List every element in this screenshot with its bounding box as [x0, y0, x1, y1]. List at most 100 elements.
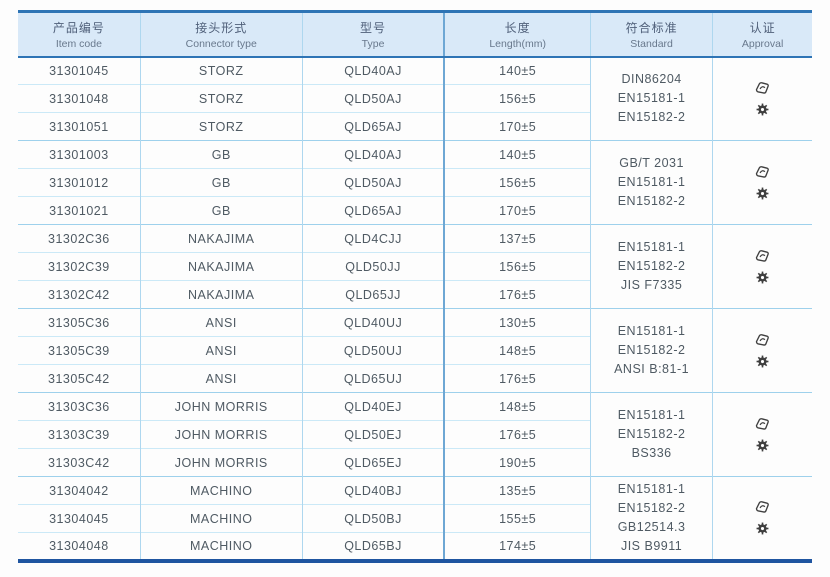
stamp-icon [755, 334, 769, 346]
table-header: 产品编号 Item code 接头形式 Connector type 型号 Ty… [18, 11, 812, 58]
connector-type-cell: GB [139, 140, 303, 169]
type-cell: QLD40UJ [301, 308, 445, 337]
connector-type-cell: STORZ [139, 56, 303, 85]
stamp-icon [755, 82, 769, 94]
table-row: 31302C39 NAKAJIMA QLD50JJ 156±5 [18, 252, 812, 281]
standard-line: EN15182-2 [617, 500, 686, 515]
length-cell: 140±5 [443, 56, 591, 85]
item-code-cell: 31305C42 [18, 364, 141, 393]
standard-line: EN15181-1 [617, 240, 686, 254]
type-cell: QLD65UJ [301, 364, 445, 393]
length-cell: 148±5 [443, 336, 591, 365]
standard-line: JIS B9911 [620, 538, 683, 553]
item-code-cell: 31302C42 [18, 280, 141, 309]
type-cell: QLD50AJ [301, 84, 445, 113]
length-cell: 170±5 [443, 196, 591, 225]
length-cell: 156±5 [443, 168, 591, 197]
table-row: 31305C39 ANSI QLD50UJ 148±5 [18, 336, 812, 365]
header-item-code-en: Item code [55, 37, 102, 50]
header-length-zh: 长度 [504, 20, 531, 35]
header-approval: 认证 Approval [712, 11, 812, 58]
table-row: 31301045 STORZ QLD40AJ 140±5 DIN86204 EN15181… [18, 56, 812, 141]
standard-line: JIS F7335 [620, 278, 683, 292]
stamp-icon [755, 250, 769, 262]
item-code-cell: 31301021 [18, 196, 141, 225]
approval-icon-stack [713, 332, 812, 369]
standard-cell: GB/T 2031 EN15181-1 EN15182-2 [589, 140, 713, 225]
standard-line: EN15181-1 [617, 91, 686, 106]
connector-type-cell: GB [139, 196, 303, 225]
item-code-cell: 31304048 [18, 532, 141, 561]
standard-line: EN15182-2 [617, 343, 686, 357]
type-cell: QLD50AJ [301, 168, 445, 197]
connector-type-cell: NAKAJIMA [139, 280, 303, 309]
header-connector-type-zh: 接头形式 [195, 20, 248, 35]
table-row: 31301051 STORZ QLD65AJ 170±5 [18, 112, 812, 141]
connector-type-cell: MACHINO [139, 532, 303, 561]
wheelmark-icon [756, 187, 769, 200]
table-row: 31301048 STORZ QLD50AJ 156±5 [18, 84, 812, 113]
header-length-en: Length(mm) [489, 37, 546, 50]
table-row: 31301021 GB QLD65AJ 170±5 [18, 196, 812, 225]
header-approval-zh: 认证 [749, 20, 776, 35]
header-standard-en: Standard [630, 37, 673, 50]
connector-type-cell: MACHINO [139, 476, 303, 505]
wheelmark-icon [756, 522, 769, 535]
connector-type-cell: ANSI [139, 308, 303, 337]
standard-cell: EN15181-1 EN15182-2 GB12514.3 JIS B9911 [589, 476, 713, 561]
header-type-zh: 型号 [360, 20, 387, 35]
wheelmark-icon [756, 103, 769, 116]
standard-cell: EN15181-1 EN15182-2 ANSI B:81-1 [589, 308, 713, 393]
standard-cell: DIN86204 EN15181-1 EN15182-2 [589, 56, 713, 141]
item-code-cell: 31302C36 [18, 224, 141, 253]
approval-cell [712, 224, 812, 309]
item-code-cell: 31303C39 [18, 420, 141, 449]
standard-line: EN15182-2 [617, 110, 686, 125]
type-cell: QLD4CJJ [301, 224, 445, 253]
item-code-cell: 31304045 [18, 504, 141, 533]
type-cell: QLD65AJ [301, 196, 445, 225]
standard-line: EN15181-1 [617, 324, 686, 338]
table-row: 31305C42 ANSI QLD65UJ 176±5 [18, 364, 812, 393]
length-cell: 174±5 [443, 532, 591, 561]
connector-type-cell: STORZ [139, 84, 303, 113]
header-length: 长度 Length(mm) [443, 11, 591, 58]
stamp-icon [755, 166, 769, 178]
product-spec-table: 产品编号 Item code 接头形式 Connector type 型号 Ty… [18, 10, 812, 563]
item-code-cell: 31301045 [49, 63, 109, 78]
table-row: 31302C36 NAKAJIMA QLD4CJJ 137±5 EN15181-1 EN1… [18, 224, 812, 309]
header-connector-type: 接头形式 Connector type [139, 11, 303, 58]
connector-type-cell: GB [139, 168, 303, 197]
table-row: 31302C42 NAKAJIMA QLD65JJ 176±5 [18, 280, 812, 309]
type-cell: QLD40EJ [301, 392, 445, 421]
item-code-cell: 31302C39 [18, 252, 141, 281]
item-code-cell: 31301051 [18, 112, 141, 141]
item-code-cell: 31304042 [18, 476, 141, 505]
length-cell: 176±5 [443, 364, 591, 393]
header-standard-zh: 符合标准 [625, 20, 678, 35]
connector-type-cell: NAKAJIMA [139, 252, 303, 281]
standard-cell: EN15181-1 EN15182-2 BS336 [589, 392, 713, 477]
approval-icon-stack [713, 499, 812, 536]
connector-type-cell: STORZ [139, 112, 303, 141]
item-code-cell: 31303C42 [18, 448, 141, 477]
item-code-cell: 31303C36 [18, 392, 141, 421]
standard-line: EN15182-2 [617, 259, 686, 273]
approval-cell [712, 308, 812, 393]
table-row: 31301003 GB QLD40AJ 140±5 GB/T 2031 EN15181-1… [18, 140, 812, 225]
standard-cell: EN15181-1 EN15182-2 JIS F7335 [589, 224, 713, 309]
type-cell: QLD40AJ [301, 140, 445, 169]
approval-cell [712, 476, 812, 561]
length-cell: 137±5 [443, 224, 591, 253]
standard-line: EN15181-1 [617, 408, 686, 422]
item-code-cell: 31305C36 [18, 308, 141, 337]
standard-line: ANSI B:81-1 [614, 362, 690, 376]
standard-line: GB12514.3 [617, 519, 686, 534]
wheelmark-icon [756, 271, 769, 284]
wheelmark-icon [756, 439, 769, 452]
approval-cell [712, 56, 812, 141]
header-type-en: Type [361, 37, 385, 50]
standard-line: BS336 [631, 446, 672, 460]
connector-type-cell: ANSI [139, 336, 303, 365]
